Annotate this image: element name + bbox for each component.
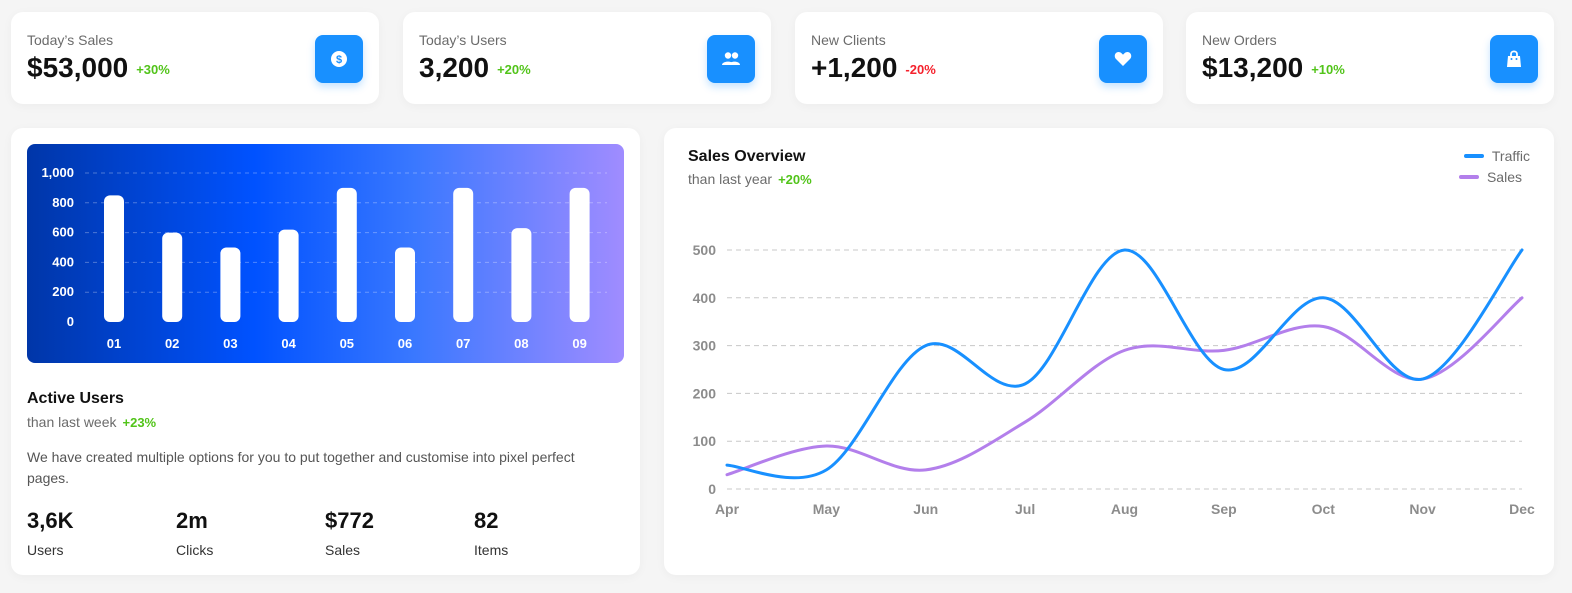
bar[interactable]	[220, 247, 241, 323]
traffic-line[interactable]	[725, 248, 1524, 480]
bar-x-tick-label: 08	[514, 336, 528, 351]
metric-users: 3,6K Users	[27, 508, 73, 558]
active-users-description: We have created multiple options for you…	[27, 449, 575, 486]
metric-label: Items	[474, 542, 509, 558]
metric-value: 3,6K	[27, 508, 74, 533]
line-x-tick-label: Sep	[1211, 501, 1237, 517]
stat-label: Today’s Sales	[27, 32, 114, 48]
metric-label: Sales	[325, 542, 361, 558]
stat-change: -20%	[905, 62, 936, 78]
bar-y-tick-label: 800	[52, 195, 74, 210]
bar-chart-svg: 0 200 400 600 800 1,000 01 02 03 04 05 06 07 08 09	[41, 165, 607, 351]
bar[interactable]	[162, 232, 183, 322]
line-y-tick-label: 100	[693, 433, 717, 449]
bar-x-tick-label: 07	[456, 336, 470, 351]
stat-value-text: +1,200	[811, 52, 898, 83]
active-users-change: +23%	[122, 415, 157, 430]
stat-label: Today’s Users	[419, 32, 507, 48]
active-users-title: Active Users	[27, 390, 124, 407]
metric-label: Users	[27, 542, 64, 558]
sales-overview-line-chart: 0 100 200 300 400 500 Apr May Jun Jul Aug Sep Oct Nov…	[693, 242, 1535, 517]
line-y-tick-label: 0	[708, 481, 716, 497]
stat-value: $53,000 +30%	[27, 52, 170, 84]
bar[interactable]	[395, 247, 415, 323]
bar-x-tick-label: 06	[398, 336, 412, 351]
bar[interactable]	[278, 229, 299, 322]
bar[interactable]	[336, 187, 357, 322]
sales-overview-card: Sales Overview than last year +20% Traffi…	[664, 128, 1554, 575]
legend-label: Sales	[1486, 169, 1522, 185]
stat-change: +20%	[497, 62, 531, 78]
sales-overview-title: Sales Overview	[688, 148, 806, 165]
stat-value: $13,200 +10%	[1202, 52, 1345, 84]
bar-x-tick-label: 04	[281, 336, 296, 351]
stat-card-clients: New Clients +1,200 -20%	[795, 12, 1163, 104]
line-x-tick-label: Jul	[1015, 501, 1035, 517]
metric-value: 82	[474, 508, 499, 533]
active-users-bar-chart: 0 200 400 600 800 1,000 01 02 03 04 05 06 07 08 09	[27, 144, 624, 363]
metric-value: $772	[325, 508, 374, 533]
bar-y-tick-label: 1,000	[41, 165, 74, 180]
sales-overview-subtitle: than last year +20%	[688, 171, 812, 187]
metric-label: Clicks	[176, 542, 214, 558]
line-x-tick-label: Aug	[1111, 501, 1138, 517]
line-y-tick-label: 200	[693, 385, 717, 401]
active-users-card: 0 200 400 600 800 1,000 01 02 03 04 05 06 07 08 09 Act…	[11, 128, 640, 575]
bar[interactable]	[511, 228, 532, 322]
legend-sales[interactable]: Sales	[1458, 169, 1522, 185]
bar-x-tick-label: 05	[340, 336, 354, 351]
metric-clicks: 2m Clicks	[176, 508, 213, 558]
active-users-subtitle-text: than last week	[27, 414, 117, 430]
stat-value: 3,200 +20%	[419, 52, 531, 84]
line-x-tick-label: Nov	[1409, 501, 1436, 517]
line-y-tick-label: 500	[693, 242, 717, 258]
dollar-icon: $	[315, 35, 363, 83]
bar[interactable]	[569, 187, 590, 322]
stat-change: +10%	[1311, 62, 1345, 78]
legend-label: Traffic	[1491, 148, 1530, 164]
sales-overview-subtitle-text: than last year	[688, 171, 773, 187]
stat-value-text: $53,000	[27, 52, 129, 83]
legend-traffic[interactable]: Traffic	[1463, 148, 1530, 164]
legend-swatch-sales	[1458, 175, 1479, 179]
stat-card-orders: New Orders $13,200 +10%	[1186, 12, 1554, 104]
legend-swatch-traffic	[1463, 154, 1484, 158]
bar-x-tick-label: 02	[165, 336, 179, 351]
bar[interactable]	[453, 187, 474, 322]
svg-text:$: $	[336, 54, 342, 66]
bar-y-tick-label: 0	[67, 314, 74, 329]
stat-label: New Orders	[1202, 32, 1277, 48]
shopping-bag-icon	[1490, 35, 1538, 83]
bar-y-tick-label: 600	[52, 225, 74, 240]
stat-value-text: 3,200	[419, 52, 490, 83]
line-y-tick-label: 300	[693, 338, 717, 354]
bar-x-tick-label: 03	[223, 336, 237, 351]
stat-label: New Clients	[811, 32, 886, 48]
stat-card-sales: Today’s Sales $53,000 +30% $	[11, 12, 379, 104]
sales-line[interactable]	[725, 296, 1524, 477]
line-x-tick-label: Dec	[1509, 501, 1535, 517]
line-x-tick-label: Jun	[913, 501, 938, 517]
stat-change: +30%	[136, 62, 170, 78]
bar-x-tick-label: 01	[107, 336, 121, 351]
bar-y-tick-label: 400	[52, 254, 74, 269]
metric-value: 2m	[176, 508, 208, 533]
stat-value: +1,200 -20%	[811, 52, 936, 84]
line-x-tick-label: Oct	[1312, 501, 1336, 517]
line-x-tick-label: May	[813, 501, 840, 517]
metric-items: 82 Items	[474, 508, 508, 558]
stat-card-users: Today’s Users 3,200 +20%	[403, 12, 771, 104]
heart-icon	[1099, 35, 1147, 83]
metric-sales: $772 Sales	[325, 508, 374, 558]
active-users-subtitle: than last week +23%	[27, 414, 156, 430]
bar-x-tick-label: 09	[572, 336, 586, 351]
bar[interactable]	[104, 195, 124, 322]
line-y-tick-label: 400	[693, 290, 717, 306]
stat-value-text: $13,200	[1202, 52, 1304, 83]
users-icon	[707, 35, 755, 83]
sales-overview-change: +20%	[778, 172, 812, 187]
line-x-tick-label: Apr	[715, 501, 740, 517]
bar-y-tick-label: 200	[52, 284, 74, 299]
